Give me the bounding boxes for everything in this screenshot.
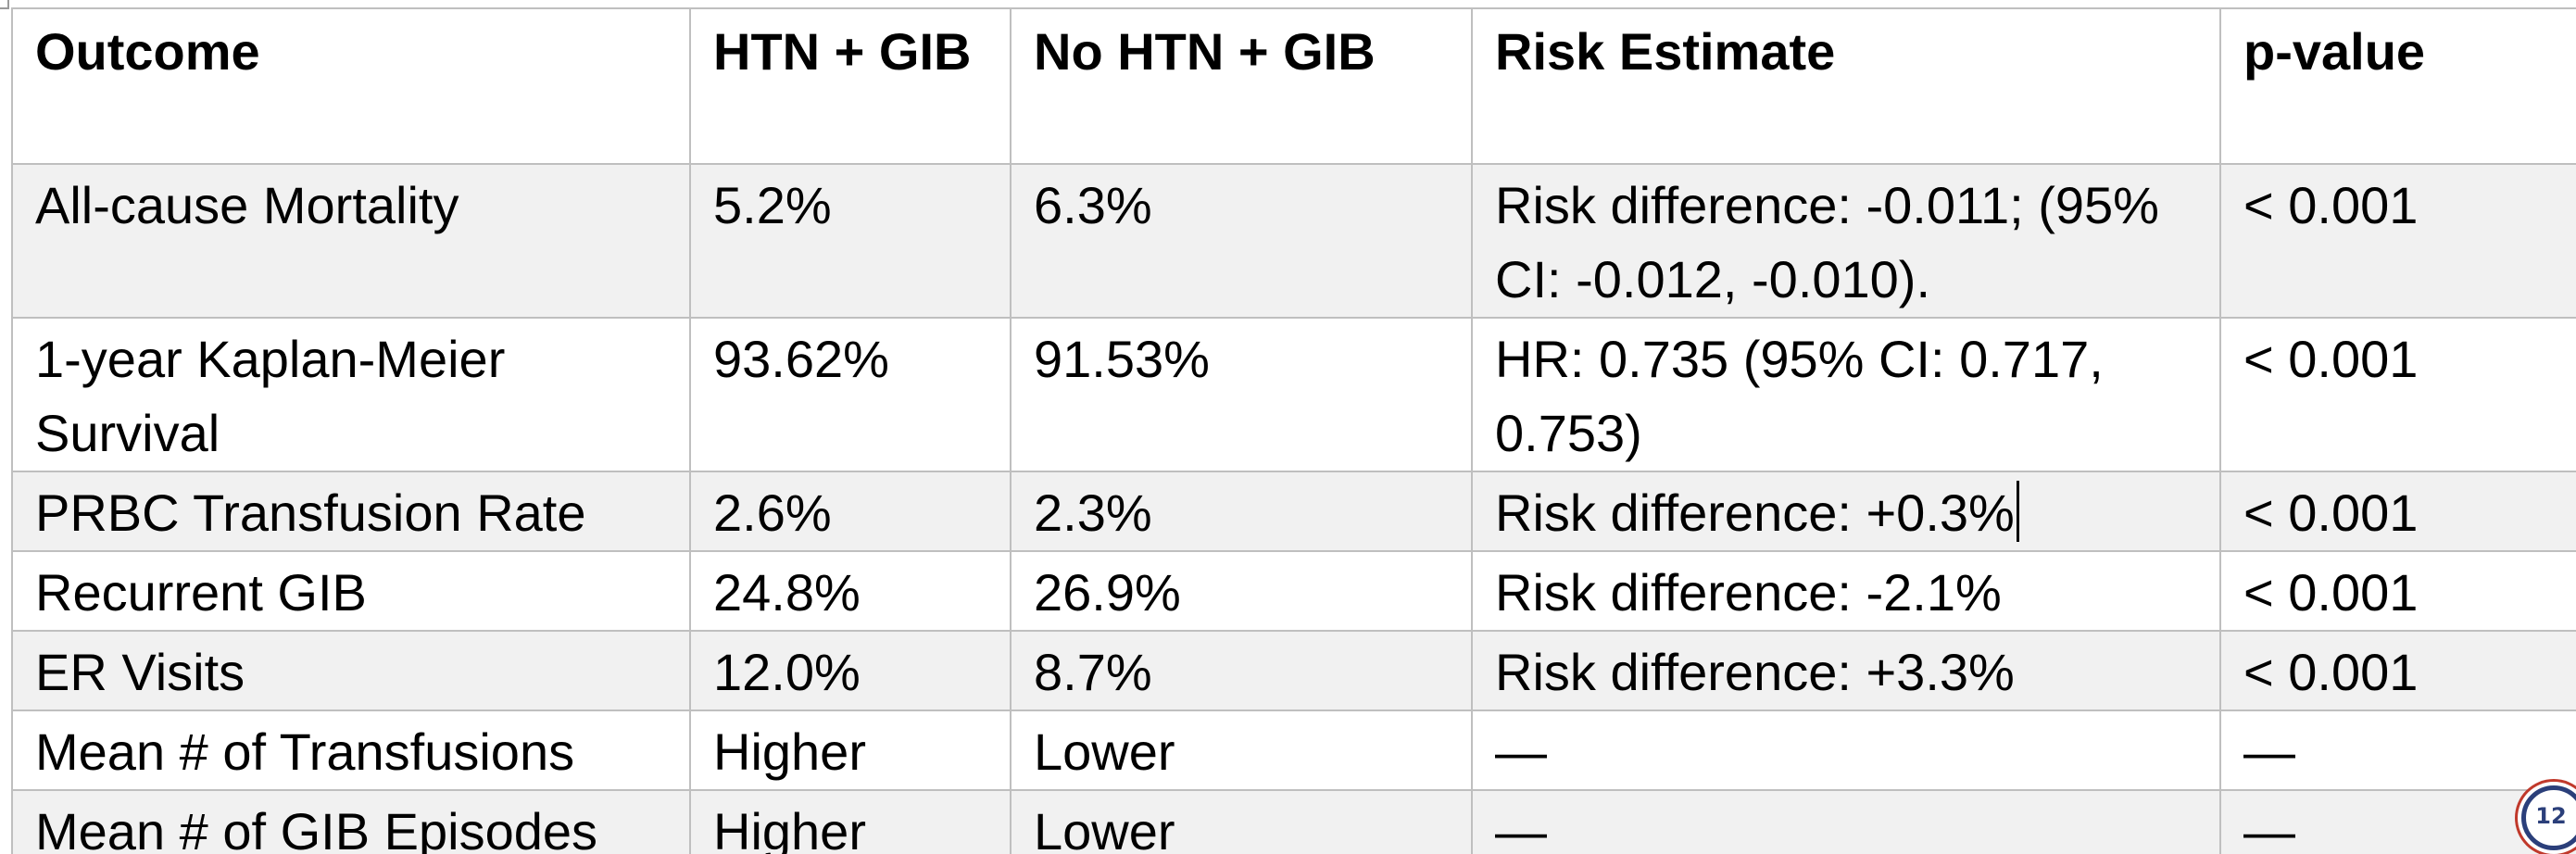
cell-risk-estimate-text: Risk difference: +0.3% bbox=[1495, 484, 2015, 542]
cell-outcome[interactable]: Recurrent GIB bbox=[11, 550, 691, 632]
cell-no-htn-gib[interactable]: 2.3% bbox=[1010, 471, 1473, 552]
cell-no-htn-gib[interactable]: 8.7% bbox=[1010, 630, 1473, 711]
text-cursor bbox=[2016, 481, 2019, 542]
cell-risk-estimate[interactable]: Risk difference: -2.1% bbox=[1471, 550, 2221, 632]
cell-htn-gib[interactable]: 5.2% bbox=[689, 163, 1012, 319]
cell-outcome[interactable]: Mean # of GIB Episodes bbox=[11, 789, 691, 854]
cell-outcome[interactable]: All-cause Mortality bbox=[11, 163, 691, 319]
table-row: 1-year Kaplan-Meier Survival 93.62% 91.5… bbox=[11, 317, 2576, 472]
header-no-htn-gib[interactable]: No HTN + GIB bbox=[1010, 7, 1473, 165]
cell-risk-estimate[interactable]: HR: 0.735 (95% CI: 0.717, 0.753) bbox=[1471, 317, 2221, 472]
cell-risk-estimate[interactable]: Risk difference: +3.3% bbox=[1471, 630, 2221, 711]
cell-risk-estimate[interactable]: Risk difference: -0.011; (95% CI: -0.012… bbox=[1471, 163, 2221, 319]
cell-no-htn-gib[interactable]: 26.9% bbox=[1010, 550, 1473, 632]
table-header-row: Outcome HTN + GIB No HTN + GIB Risk Esti… bbox=[11, 7, 2576, 165]
header-risk-estimate[interactable]: Risk Estimate bbox=[1471, 7, 2221, 165]
cell-no-htn-gib[interactable]: Lower bbox=[1010, 710, 1473, 791]
page-number-badge[interactable]: 12 bbox=[2521, 785, 2576, 850]
cell-htn-gib[interactable]: 93.62% bbox=[689, 317, 1012, 472]
table-row: ER Visits 12.0% 8.7% Risk difference: +3… bbox=[11, 630, 2576, 711]
cell-no-htn-gib[interactable]: 6.3% bbox=[1010, 163, 1473, 319]
cell-p-value[interactable]: < 0.001 bbox=[2219, 471, 2576, 552]
cell-htn-gib[interactable]: Higher bbox=[689, 710, 1012, 791]
page-corner-mark bbox=[0, 0, 9, 9]
table-row: PRBC Transfusion Rate 2.6% 2.3% Risk dif… bbox=[11, 471, 2576, 552]
table-row: Recurrent GIB 24.8% 26.9% Risk differenc… bbox=[11, 550, 2576, 632]
outcomes-table: Outcome HTN + GIB No HTN + GIB Risk Esti… bbox=[11, 7, 2576, 854]
header-outcome[interactable]: Outcome bbox=[11, 7, 691, 165]
header-p-value[interactable]: p-value bbox=[2219, 7, 2576, 165]
cell-no-htn-gib[interactable]: 91.53% bbox=[1010, 317, 1473, 472]
cell-outcome[interactable]: 1-year Kaplan-Meier Survival bbox=[11, 317, 691, 472]
header-htn-gib[interactable]: HTN + GIB bbox=[689, 7, 1012, 165]
table-row: All-cause Mortality 5.2% 6.3% Risk diffe… bbox=[11, 163, 2576, 319]
table-row: Mean # of Transfusions Higher Lower — — bbox=[11, 710, 2576, 791]
cell-p-value[interactable]: < 0.001 bbox=[2219, 550, 2576, 632]
cell-risk-estimate[interactable]: — bbox=[1471, 710, 2221, 791]
cell-risk-estimate[interactable]: — bbox=[1471, 789, 2221, 854]
cell-htn-gib[interactable]: 12.0% bbox=[689, 630, 1012, 711]
cell-p-value[interactable]: — bbox=[2219, 710, 2576, 791]
cell-p-value[interactable]: < 0.001 bbox=[2219, 630, 2576, 711]
cell-p-value[interactable]: < 0.001 bbox=[2219, 163, 2576, 319]
cell-risk-estimate[interactable]: Risk difference: +0.3% bbox=[1471, 471, 2221, 552]
cell-htn-gib[interactable]: Higher bbox=[689, 789, 1012, 854]
cell-p-value[interactable]: — bbox=[2219, 789, 2576, 854]
table-row: Mean # of GIB Episodes Higher Lower — — bbox=[11, 789, 2576, 854]
cell-no-htn-gib[interactable]: Lower bbox=[1010, 789, 1473, 854]
cell-htn-gib[interactable]: 2.6% bbox=[689, 471, 1012, 552]
cell-p-value[interactable]: < 0.001 bbox=[2219, 317, 2576, 472]
cell-htn-gib[interactable]: 24.8% bbox=[689, 550, 1012, 632]
cell-outcome[interactable]: Mean # of Transfusions bbox=[11, 710, 691, 791]
cell-outcome[interactable]: PRBC Transfusion Rate bbox=[11, 471, 691, 552]
page-number-text: 12 bbox=[2535, 803, 2567, 829]
cell-outcome[interactable]: ER Visits bbox=[11, 630, 691, 711]
